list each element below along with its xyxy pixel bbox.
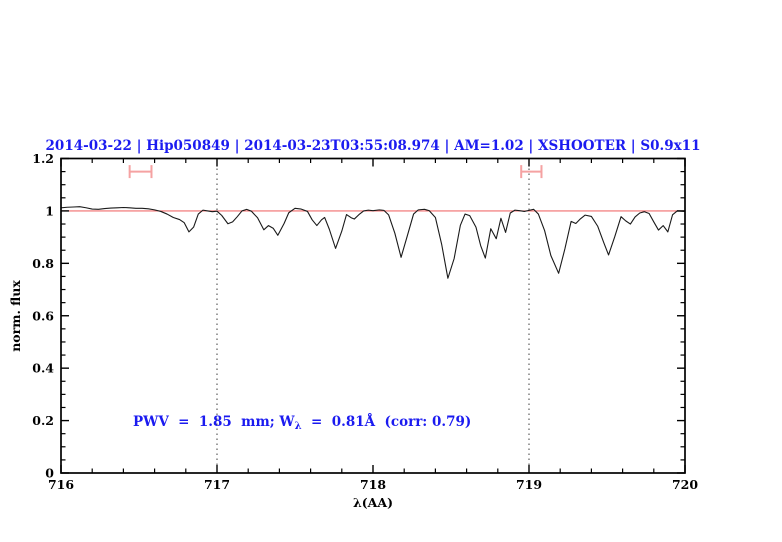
y-tick-label: 0.4: [32, 361, 54, 376]
pwv-annotation-prefix: PWV = 1.85 mm; W: [133, 414, 295, 430]
y-tick-label: 0.2: [32, 413, 54, 428]
x-tick-label: 716: [48, 477, 74, 492]
y-axis-label: norm. flux: [8, 280, 23, 352]
y-tick-label: 0.6: [32, 308, 54, 323]
plot-generated-underlay: [60, 158, 686, 473]
spectrum-line: [60, 206, 686, 279]
y-tick-label: 1: [45, 203, 54, 218]
lambda-subscript: λ: [295, 421, 302, 432]
x-tick-label: 720: [672, 477, 698, 492]
x-axis-label: λ(AA): [353, 495, 393, 510]
pwv-annotation-suffix: = 0.81Å (corr: 0.79): [302, 414, 472, 430]
y-tick-label: 0: [45, 466, 54, 481]
y-tick-label: 1.2: [32, 151, 54, 166]
pwv-annotation: PWV = 1.85 mm; Wλ = 0.81Å (corr: 0.79): [133, 414, 471, 432]
x-tick-label: 717: [204, 477, 230, 492]
plot-title: 2014-03-22 | Hip050849 | 2014-03-23T03:5…: [46, 138, 701, 154]
bandwidth-marker: [520, 165, 543, 179]
y-tick-label: 0.8: [32, 256, 54, 271]
x-tick-label: 718: [360, 477, 386, 492]
plot-generated-overlay: 716 717 718 719 720 0 0.2 0.4 0.6 0.8 1 1.2: [32, 151, 698, 492]
bandwidth-marker: [128, 165, 153, 179]
x-tick-label: 719: [516, 477, 542, 492]
